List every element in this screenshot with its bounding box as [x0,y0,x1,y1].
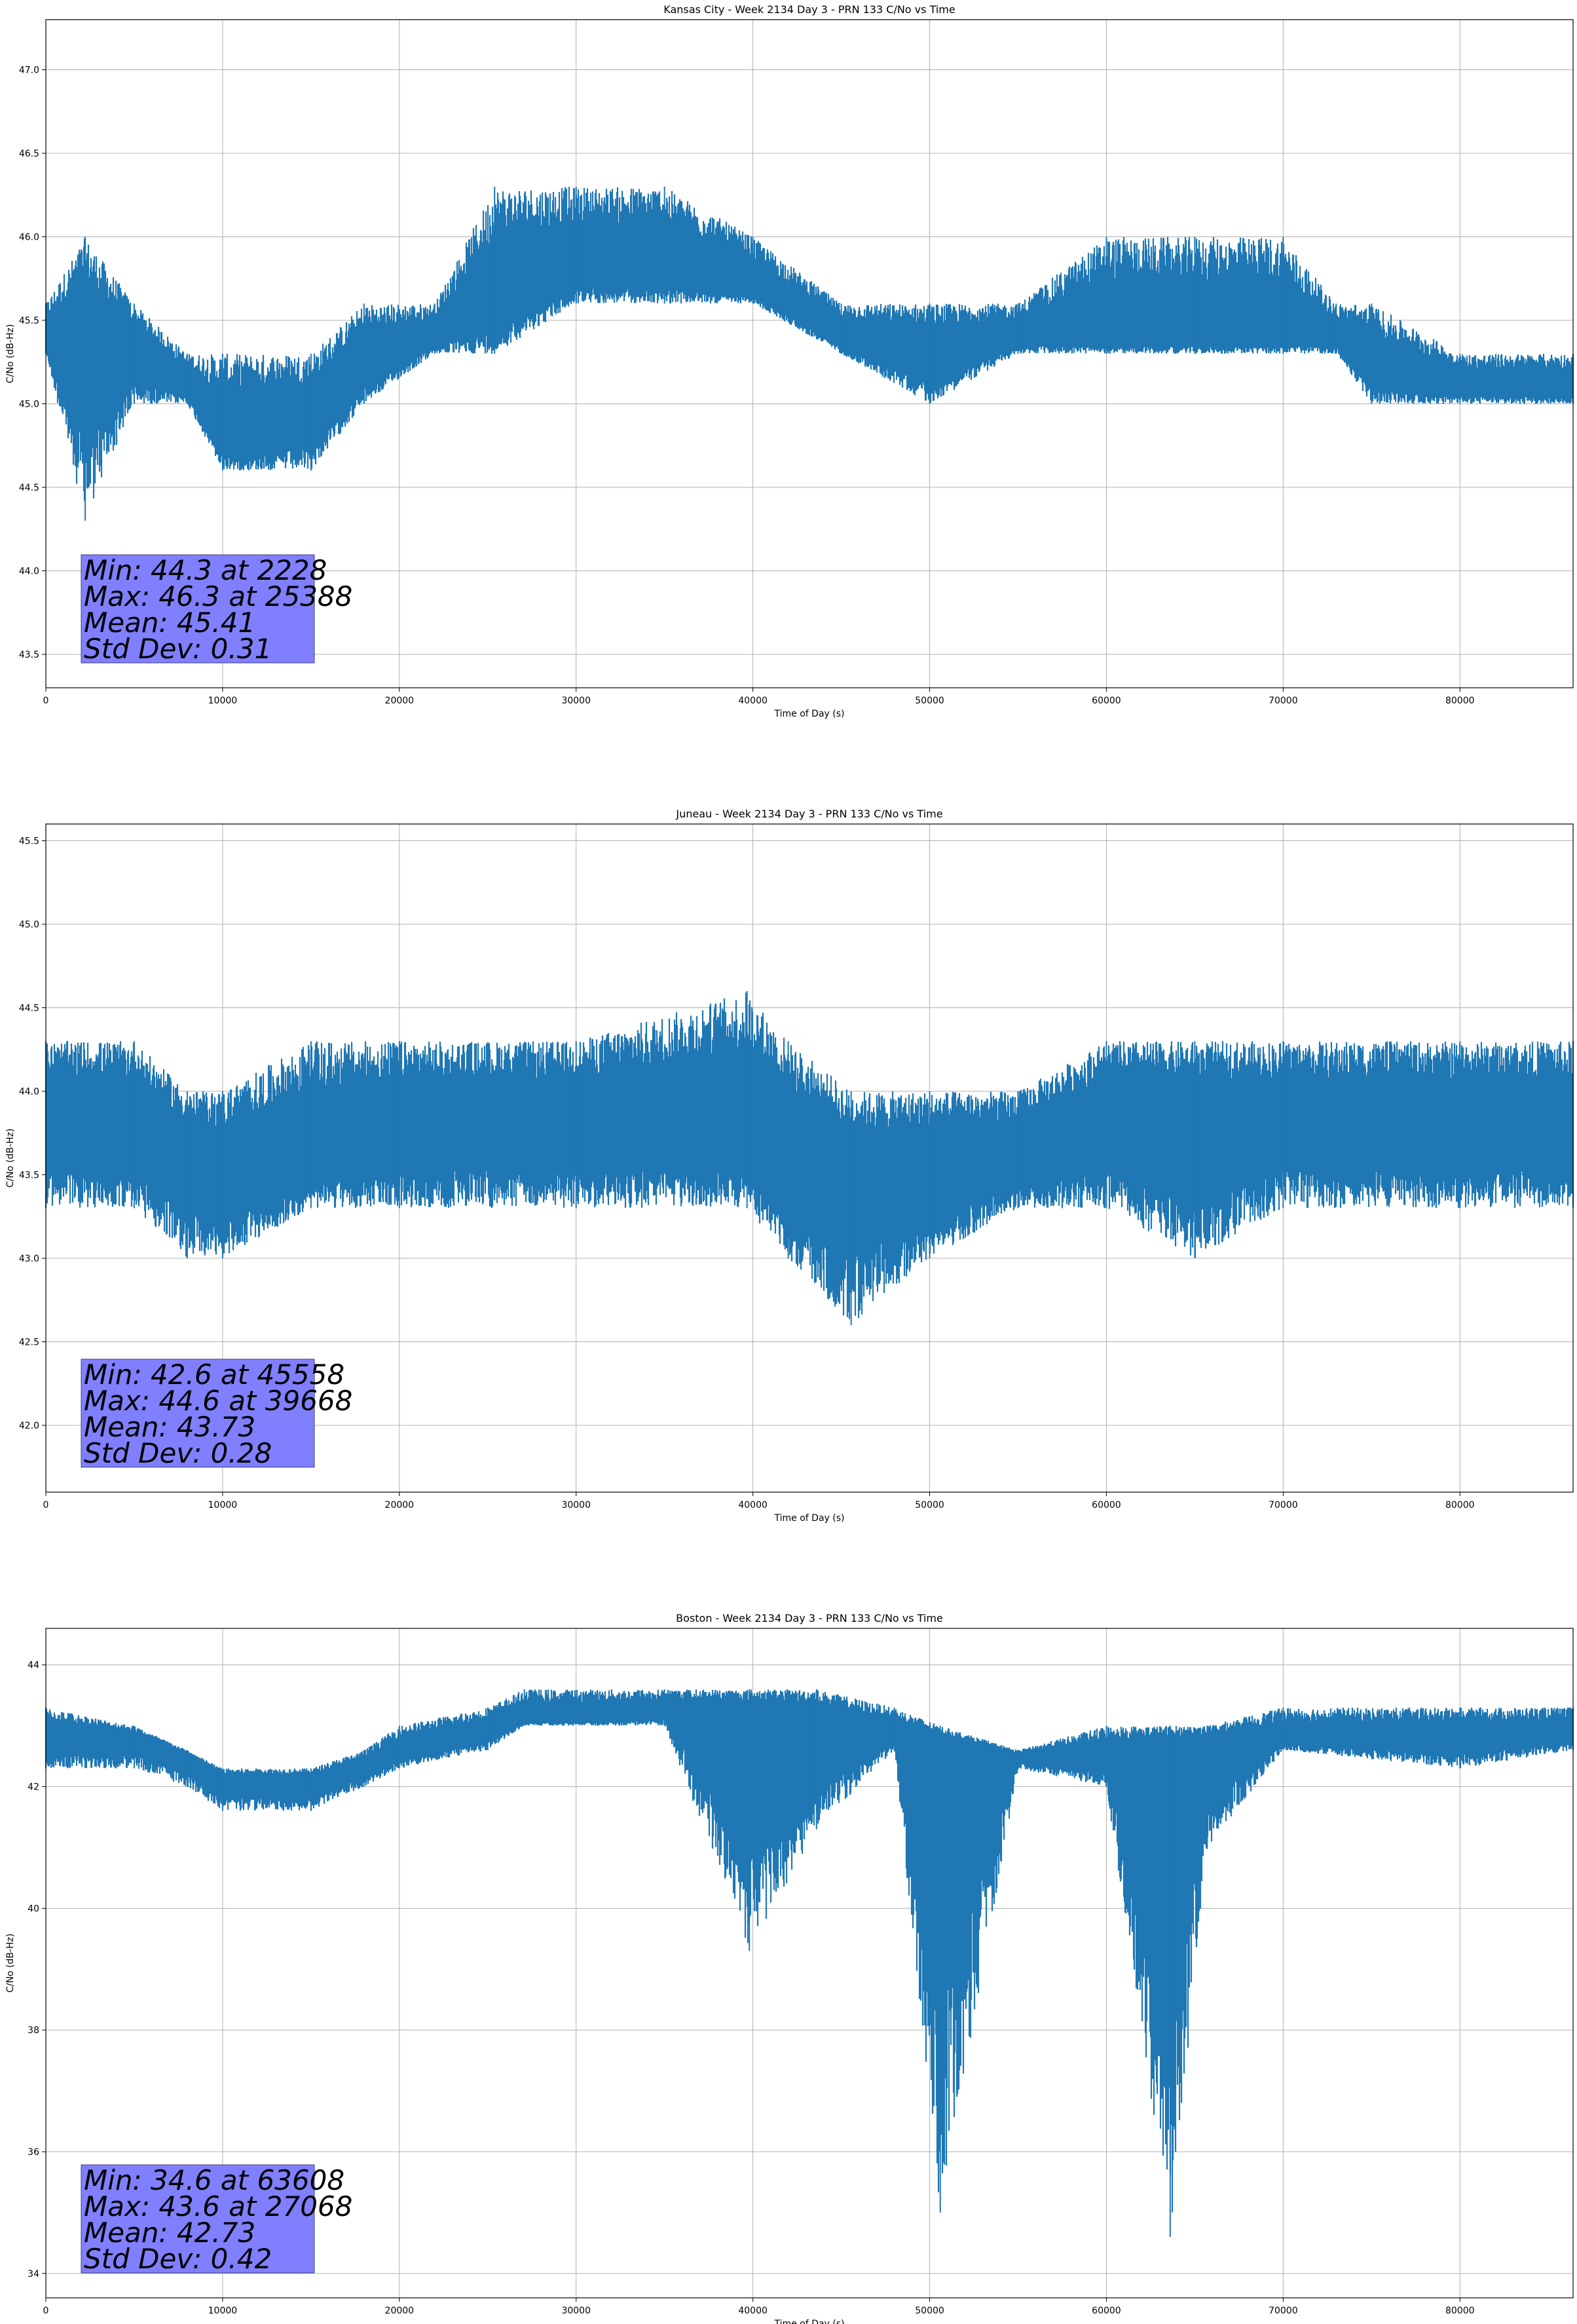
x-tick-label: 50000 [915,2306,944,2316]
y-axis-label: C/No (dB-Hz) [5,1934,16,1993]
x-tick-label: 50000 [915,696,944,706]
y-tick-label: 44 [28,1660,39,1671]
x-tick-label: 10000 [208,1500,238,1510]
stats-line: Max: 44.6 at 39668 [84,1385,352,1417]
axes-frame [45,823,1574,1493]
stats-line: Min: 44.3 at 2228 [84,554,327,586]
stats-line: Min: 34.6 at 63608 [84,2164,344,2196]
x-tick-label: 40000 [738,1500,768,1510]
x-tick-label: 40000 [738,696,768,706]
stats-box [81,554,315,664]
stats-line: Std Dev: 0.42 [84,2243,272,2275]
stats-line: Max: 46.3 at 25388 [84,580,352,612]
y-tick-label: 43.5 [19,1171,39,1181]
x-tick-label: 60000 [1092,2306,1121,2316]
x-tick-label: 10000 [208,696,238,706]
chart-title: Boston - Week 2134 Day 3 - PRN 133 C/No … [676,1612,943,1624]
x-tick-label: 0 [43,1500,49,1510]
y-tick-label: 46.0 [19,233,39,243]
y-tick-label: 45.5 [19,836,39,847]
stats-line: Std Dev: 0.28 [84,1437,272,1469]
x-tick-label: 20000 [385,1500,415,1510]
y-tick-label: 36 [28,2147,39,2158]
x-tick-label: 70000 [1269,1500,1298,1510]
x-axis-label: Time of Day (s) [774,2319,845,2324]
x-tick-label: 0 [43,2306,49,2316]
x-tick-label: 10000 [208,2306,238,2316]
y-tick-label: 45.0 [19,920,39,930]
x-tick-label: 30000 [561,2306,591,2316]
chart-title: Kansas City - Week 2134 Day 3 - PRN 133 … [663,3,955,16]
x-axis-label: Time of Day (s) [774,1513,845,1524]
y-tick-label: 42.5 [19,1338,39,1348]
y-tick-label: 40 [28,1903,39,1914]
stats-box [81,1359,315,1468]
y-tick-label: 45.5 [19,316,39,326]
chart-title: Juneau - Week 2134 Day 3 - PRN 133 C/No … [675,808,942,820]
y-tick-label: 42.0 [19,1421,39,1431]
x-tick-label: 60000 [1092,1500,1121,1510]
y-tick-label: 44.5 [19,483,39,493]
stats-line: Mean: 45.41 [84,607,255,639]
x-axis-label: Time of Day (s) [774,709,845,719]
x-tick-label: 20000 [385,696,415,706]
x-tick-label: 70000 [1269,696,1298,706]
x-tick-label: 50000 [915,1500,944,1510]
y-tick-label: 47.0 [19,66,39,76]
cno-trace [45,992,1574,1319]
y-tick-label: 46.5 [19,149,39,159]
boston-panel: 0 10000 20000 30000 40000 50000 60000 70000 8000… [5,1612,1574,2324]
x-tick-label: 80000 [1445,696,1475,706]
cno-trace [45,187,1574,501]
stats-line: Max: 43.6 at 27068 [84,2190,352,2222]
y-axis-label: C/No (dB-Hz) [5,1129,16,1188]
y-tick-label: 44.5 [19,1003,39,1014]
y-tick-label: 34 [28,2269,39,2279]
y-tick-label: 44.0 [19,567,39,577]
x-tick-label: 0 [43,696,49,706]
juneau-panel: 0 10000 20000 30000 40000 50000 60000 70000 8000… [5,808,1574,1524]
y-tick-label: 45.0 [19,400,39,410]
x-tick-label: 20000 [385,2306,415,2316]
y-tick-label: 43.0 [19,1254,39,1264]
stats-line: Mean: 43.73 [84,1411,255,1443]
y-tick-label: 42 [28,1782,39,1793]
cno-trace [45,1689,1574,2213]
axes-frame [45,19,1574,688]
stats-line: Mean: 42.73 [84,2217,255,2249]
y-tick-label: 38 [28,2025,39,2036]
y-axis-label: C/No (dB-Hz) [5,324,16,383]
x-tick-label: 30000 [561,1500,591,1510]
y-tick-label: 43.5 [19,650,39,660]
axes-frame [45,1628,1574,2298]
kansas-city-panel: 0 10000 20000 30000 40000 50000 60000 70000 8000… [5,3,1574,719]
x-tick-label: 80000 [1445,2306,1475,2316]
x-tick-label: 40000 [738,2306,768,2316]
stats-line: Min: 42.6 at 45558 [84,1359,344,1391]
stats-box [81,2164,315,2274]
stats-line: Std Dev: 0.31 [84,633,272,665]
x-tick-label: 60000 [1092,696,1121,706]
x-tick-label: 30000 [561,696,591,706]
y-tick-label: 44.0 [19,1087,39,1097]
x-tick-label: 80000 [1445,1500,1475,1510]
x-tick-label: 70000 [1269,2306,1298,2316]
